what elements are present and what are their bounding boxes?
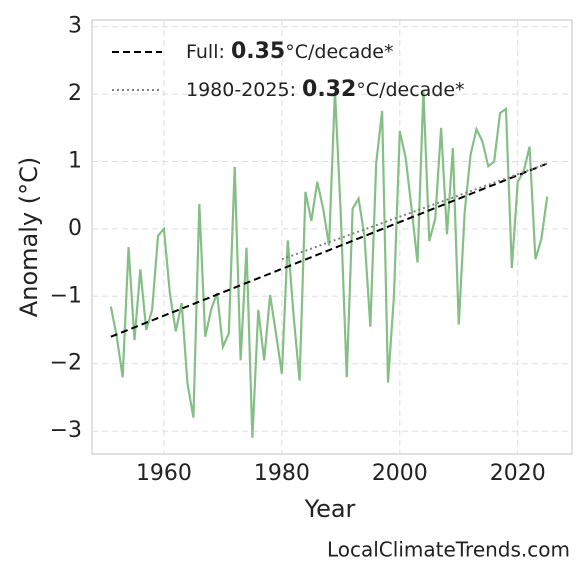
legend-label-part: °C/decade*	[356, 79, 464, 101]
y-tick-label: 0	[68, 216, 82, 241]
y-tick-label: −3	[50, 418, 82, 443]
legend-label: Full: 0.35°C/decade*	[186, 39, 393, 64]
watermark: LocalClimateTrends.com	[327, 538, 570, 562]
y-axis-label: Anomaly (°C)	[15, 157, 43, 317]
legend-label-part: 0.32	[302, 77, 356, 102]
y-tick-label: −1	[50, 283, 82, 308]
trend-line	[110, 162, 548, 338]
x-tick-label: 1980	[254, 461, 310, 486]
x-axis-label: Year	[304, 495, 356, 523]
y-tick-label: 2	[68, 81, 82, 106]
plot-frame	[91, 19, 573, 455]
legend-label: 1980-2025: 0.32°C/decade*	[186, 77, 465, 102]
legend-label-part: °C/decade*	[285, 41, 393, 63]
data-line	[109, 90, 549, 438]
y-tick-label: 1	[68, 149, 82, 174]
x-tick-label: 2020	[490, 461, 546, 486]
y-tick-label: −2	[50, 351, 82, 376]
x-tick-label: 1960	[136, 461, 192, 486]
legend-label-part: 1980-2025:	[186, 79, 302, 101]
y-tick-label: 3	[68, 14, 82, 39]
legend-label-part: 0.35	[231, 39, 285, 64]
x-tick-label: 2000	[372, 461, 428, 486]
trend-line	[281, 162, 548, 261]
legend-label-part: Full:	[186, 41, 231, 63]
